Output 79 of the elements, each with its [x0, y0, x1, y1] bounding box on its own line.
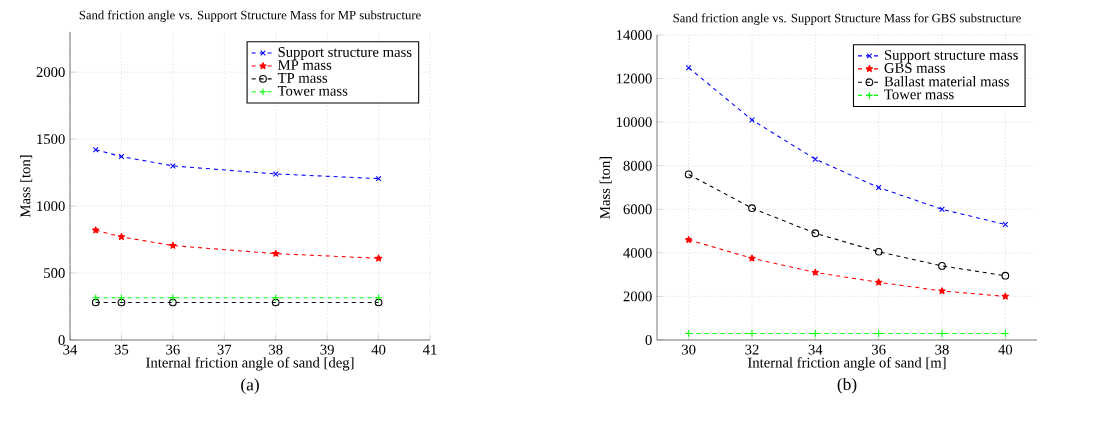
y-tick-label: 1000 [37, 201, 65, 212]
y-tick-label: 500 [44, 268, 65, 278]
x-tick-label: 39 [320, 344, 334, 355]
legend-label: Support structure mass [278, 47, 412, 60]
point [374, 298, 383, 307]
point [748, 204, 756, 213]
legend-label: TP mass [277, 73, 328, 83]
point [169, 241, 177, 249]
x-tick-label: 37 [217, 344, 232, 355]
point [272, 171, 279, 177]
x-tick-label: 41 [422, 344, 437, 355]
y-axis-title: Mass [ton] [599, 157, 612, 219]
point [1001, 292, 1010, 300]
y-tick-label: 0 [58, 335, 65, 345]
chart-title: Sand friction angle vs. Support Structure Mass for GBS substructure [673, 13, 1021, 25]
point [685, 64, 692, 71]
point [874, 247, 883, 256]
point [117, 233, 126, 241]
y-tick-label: 8000 [623, 160, 652, 171]
point [1001, 271, 1010, 280]
y-tick-label: 12000 [616, 73, 652, 84]
y-tick-label: 2000 [623, 291, 652, 302]
y-tick-label: 10000 [616, 117, 652, 128]
point [168, 298, 177, 307]
point [271, 298, 280, 307]
legend-label: Ballast material mass [884, 76, 1009, 87]
x-tick-label: 36 [872, 344, 886, 355]
point [684, 170, 693, 179]
point [118, 153, 125, 160]
legend-label: Tower mass [884, 89, 954, 100]
legend-label: Support structure mass [884, 50, 1018, 63]
point [272, 249, 280, 257]
point [92, 146, 99, 153]
x-tick-label: 40 [371, 344, 386, 355]
x-tick-label: 30 [682, 344, 696, 355]
point [117, 293, 126, 302]
point [875, 184, 882, 191]
x-tick-label: 38 [269, 344, 283, 355]
x-tick-label: 40 [998, 344, 1013, 355]
text: (a) [241, 378, 259, 395]
x-axis-title: Internal friction angle of sand [m] [747, 357, 946, 371]
point [811, 229, 820, 238]
point [1002, 221, 1009, 228]
point [939, 206, 945, 213]
legend-label: Tower mass [277, 86, 348, 96]
x-tick-label: 38 [935, 344, 949, 355]
y-tick-label: 1500 [37, 134, 65, 145]
point [91, 293, 100, 302]
text: (b) [837, 377, 857, 394]
x-tick-label: 32 [745, 344, 759, 355]
y-tick-label: 2000 [36, 67, 65, 78]
point [811, 268, 820, 276]
point [748, 254, 756, 262]
point [92, 226, 100, 234]
y-tick-label: 4000 [623, 247, 652, 258]
point [874, 278, 883, 286]
point [375, 175, 382, 182]
point [938, 262, 946, 270]
point [374, 254, 383, 262]
y-axis-title: Mass [ton] [20, 155, 33, 218]
point [374, 293, 383, 302]
y-tick-label: 14000 [616, 30, 652, 40]
point [812, 156, 819, 163]
x-tick-label: 36 [166, 344, 180, 355]
x-tick-label: 35 [114, 344, 129, 355]
point [168, 293, 177, 302]
point [91, 298, 100, 307]
point [684, 235, 693, 244]
x-axis-title: Internal friction angle of sand [deg] [146, 357, 354, 371]
point [271, 293, 280, 302]
y-tick-label: 6000 [623, 204, 652, 215]
x-tick-label: 34 [808, 344, 823, 355]
chart-title: Sand friction angle vs. Support Structure Mass for MP substructure [79, 10, 421, 22]
x-tick-label: 34 [63, 344, 78, 355]
point [117, 298, 126, 307]
legend-label: GBS mass [884, 63, 945, 73]
legend-label: MP mass [278, 60, 332, 70]
point [938, 287, 946, 295]
y-tick-label: 0 [645, 335, 652, 345]
